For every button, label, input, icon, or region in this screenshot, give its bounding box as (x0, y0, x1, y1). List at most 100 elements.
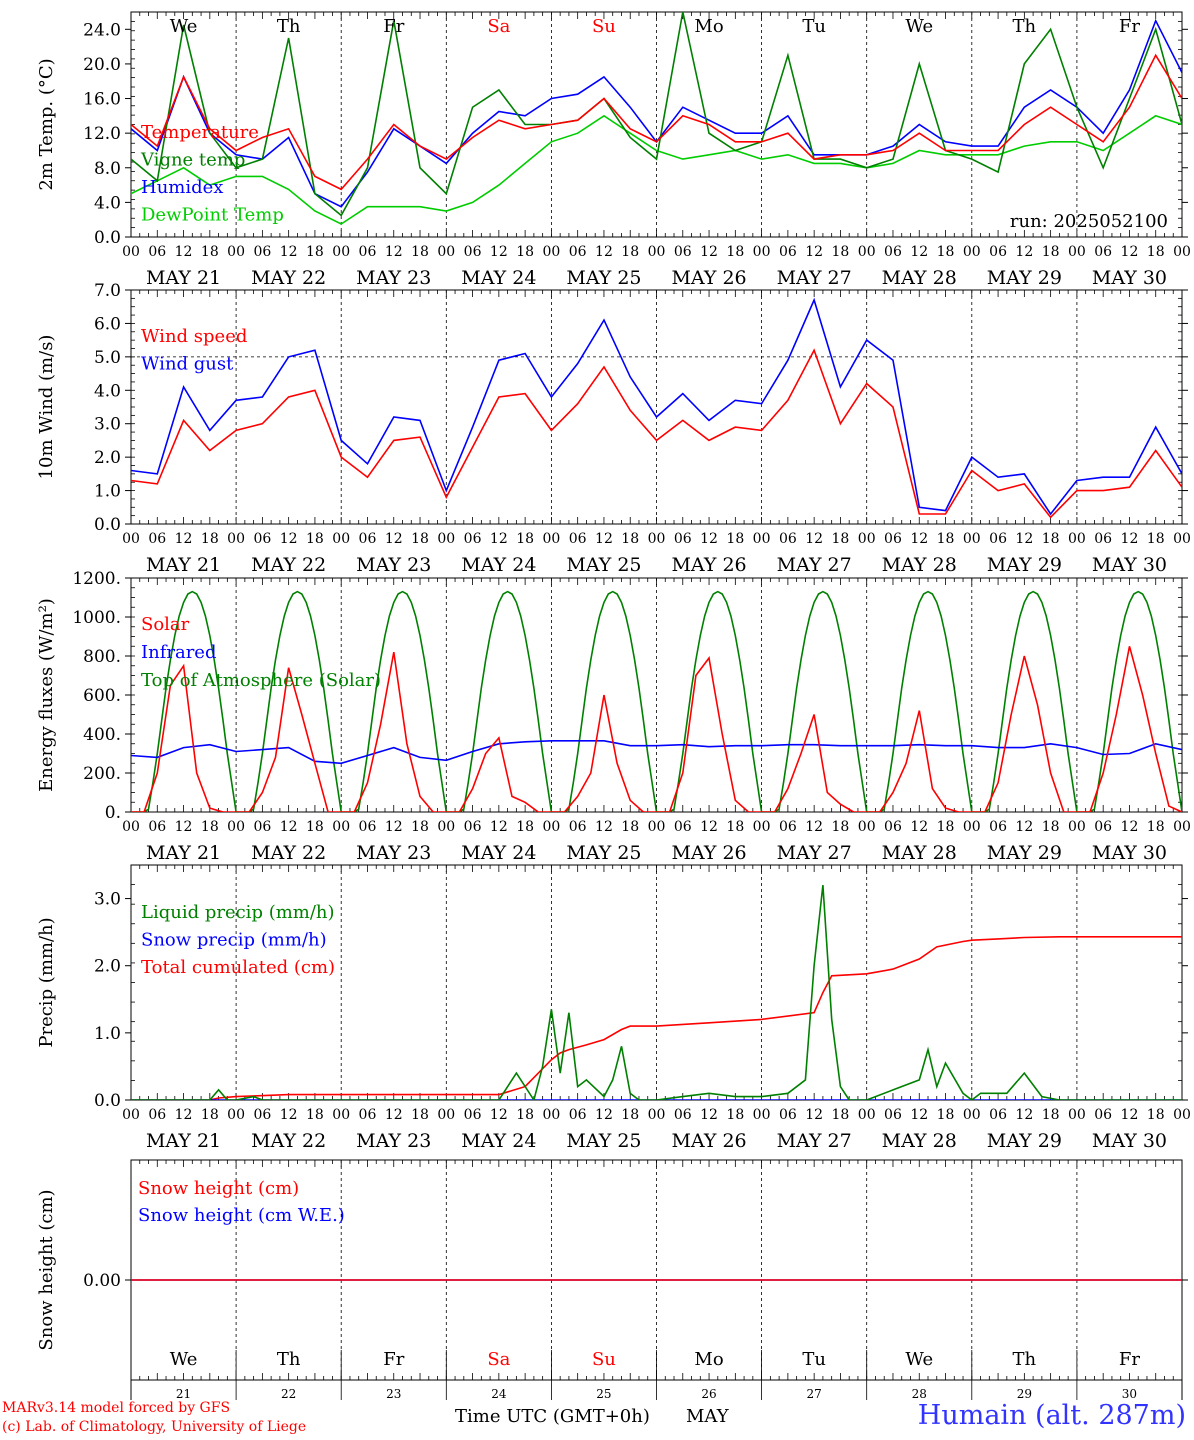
hour-tick-label: 06 (779, 531, 797, 547)
hour-tick-label: 18 (306, 819, 324, 835)
hour-tick-label: 00 (963, 244, 981, 260)
hour-tick-label: 12 (910, 244, 928, 260)
hour-tick-label: 06 (989, 531, 1007, 547)
hour-tick-label: 12 (805, 531, 823, 547)
series-line (131, 12, 1182, 217)
hour-tick-label: 00 (227, 819, 245, 835)
date-label: MAY 23 (356, 554, 431, 576)
panel-1 (125, 11, 1188, 238)
hour-tick-label: 06 (674, 244, 692, 260)
y-tick-label: 0. (105, 803, 121, 823)
series-line (131, 935, 1182, 1100)
legend-entry: Wind speed (141, 326, 247, 347)
hour-tick-label: 12 (175, 531, 193, 547)
hour-tick-label: 00 (332, 244, 350, 260)
hour-tick-label: 12 (280, 1107, 298, 1123)
hour-tick-label: 12 (490, 819, 508, 835)
day-name-label: Su (592, 16, 616, 37)
hour-tick-label: 18 (201, 1107, 219, 1123)
day-name-label: Tu (802, 1349, 826, 1370)
date-label: MAY 25 (566, 1130, 641, 1152)
hour-tick-label: 12 (910, 1107, 928, 1123)
hour-tick-label: 12 (280, 531, 298, 547)
hour-tick-label: 00 (122, 819, 140, 835)
hour-tick-label: 18 (937, 244, 955, 260)
hour-tick-label: 18 (516, 531, 534, 547)
date-label: MAY 25 (566, 554, 641, 576)
date-label: MAY 29 (987, 842, 1062, 864)
y-tick-label: 7.0 (94, 281, 121, 301)
hour-tick-label: 12 (1015, 1107, 1033, 1123)
hour-tick-label: 12 (700, 244, 718, 260)
hour-tick-label: 06 (148, 531, 166, 547)
hour-tick-label: 12 (805, 819, 823, 835)
hour-tick-label: 06 (674, 531, 692, 547)
hour-tick-label: 18 (306, 244, 324, 260)
date-label: MAY 24 (461, 842, 536, 864)
date-label: MAY 24 (461, 1130, 536, 1152)
y-tick-label: 1200. (72, 569, 121, 589)
hour-tick-label: 00 (332, 819, 350, 835)
hour-tick-label: 12 (595, 819, 613, 835)
date-label: MAY 26 (671, 1130, 746, 1152)
date-label: MAY 21 (146, 267, 221, 289)
y-tick-label: 6.0 (94, 314, 121, 334)
date-label: MAY 24 (461, 554, 536, 576)
day-name-label: We (905, 16, 933, 37)
y-tick-label: 4.0 (94, 381, 121, 401)
y-tick-label: 12.0 (83, 124, 121, 144)
hour-tick-label: 18 (201, 819, 219, 835)
y-tick-label: 2.0 (94, 448, 121, 468)
day-name-label: Fr (383, 1349, 404, 1370)
day-name-label: Th (277, 16, 301, 37)
hour-tick-label: 06 (989, 1107, 1007, 1123)
day-number-label: 30 (1122, 1387, 1137, 1401)
hour-tick-label: 00 (437, 819, 455, 835)
hour-tick-label: 00 (1173, 244, 1191, 260)
hour-tick-label: 12 (700, 819, 718, 835)
hour-tick-label: 12 (490, 531, 508, 547)
y-tick-label: 1.0 (94, 1024, 121, 1044)
date-label: MAY 26 (671, 842, 746, 864)
y-axis-label: Energy fluxes (W/m²) (36, 598, 57, 792)
hour-tick-label: 00 (122, 1107, 140, 1123)
series-line (131, 590, 1182, 812)
hour-tick-label: 00 (1068, 244, 1086, 260)
date-label: MAY 27 (777, 267, 852, 289)
hour-tick-label: 00 (227, 531, 245, 547)
hour-tick-label: 06 (1094, 819, 1112, 835)
day-number-label: 24 (491, 1387, 507, 1401)
day-number-label: 23 (386, 1387, 401, 1401)
legend-entry: Liquid precip (mm/h) (141, 902, 335, 923)
hour-tick-label: 00 (227, 244, 245, 260)
hour-tick-label: 00 (437, 1107, 455, 1123)
day-name-label: Th (1013, 1349, 1037, 1370)
hour-tick-label: 12 (490, 244, 508, 260)
day-name-label: Sa (487, 1349, 510, 1370)
date-label: MAY 22 (251, 267, 326, 289)
hour-tick-label: 06 (359, 244, 377, 260)
hour-tick-label: 06 (569, 244, 587, 260)
hour-tick-label: 12 (910, 531, 928, 547)
date-label: MAY 25 (566, 267, 641, 289)
hour-tick-label: 00 (858, 244, 876, 260)
hour-tick-label: 18 (621, 244, 639, 260)
y-tick-label: 0.00 (83, 1271, 121, 1291)
hour-tick-label: 12 (175, 819, 193, 835)
day-number-label: 25 (596, 1387, 611, 1401)
hour-tick-label: 00 (1173, 819, 1191, 835)
day-name-label: Sa (487, 16, 510, 37)
hour-tick-label: 06 (989, 819, 1007, 835)
y-axis-label: 10m Wind (m/s) (36, 335, 57, 480)
y-tick-label: 800. (83, 647, 121, 667)
hour-tick-label: 00 (227, 1107, 245, 1123)
hour-tick-label: 12 (1015, 531, 1033, 547)
y-tick-label: 1000. (72, 608, 121, 628)
legend-entry: DewPoint Temp (141, 205, 284, 226)
y-tick-label: 0.0 (94, 1091, 121, 1111)
hour-tick-label: 06 (674, 1107, 692, 1123)
hour-tick-label: 06 (253, 531, 271, 547)
hour-tick-label: 12 (595, 1107, 613, 1123)
date-label: MAY 28 (882, 842, 957, 864)
hour-tick-label: 12 (805, 244, 823, 260)
